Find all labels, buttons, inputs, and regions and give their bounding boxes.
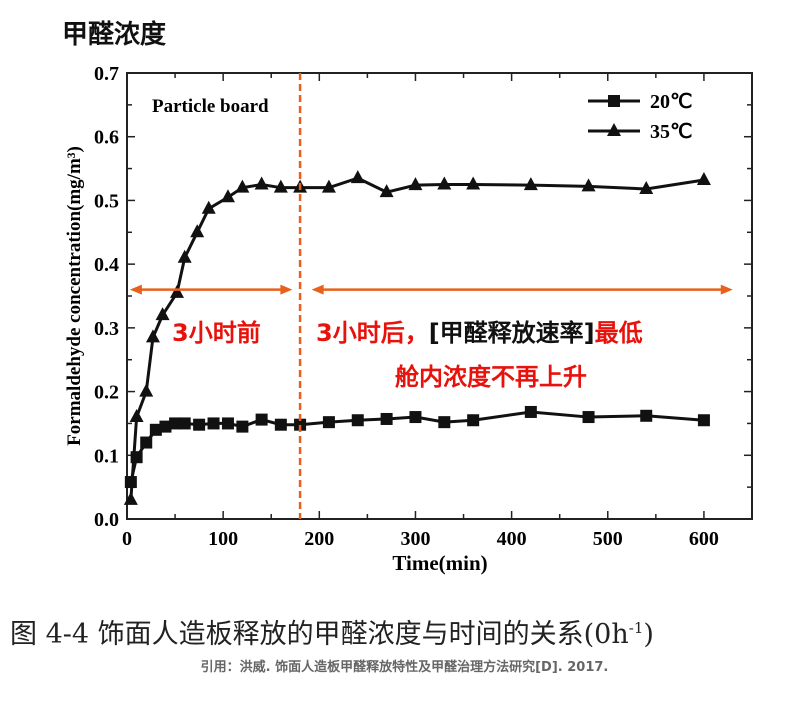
data-point-triangle — [201, 200, 216, 214]
page-title: 甲醛浓度 — [62, 20, 167, 50]
data-point-square — [351, 414, 364, 427]
y-tick-label: 0.7 — [94, 63, 119, 85]
panel-label: Particle board — [152, 96, 269, 117]
y-tick-label: 0.6 — [94, 127, 119, 149]
data-point-triangle — [254, 176, 269, 190]
x-tick-label: 600 — [689, 528, 719, 550]
x-tick-label: 100 — [208, 528, 238, 550]
data-point-triangle — [696, 172, 711, 186]
x-axis-label: Time(min) — [392, 551, 487, 575]
arrow-before-head-left — [129, 284, 142, 295]
annotation-after-part1: 3小时后， — [316, 319, 429, 347]
data-point-triangle — [523, 177, 538, 191]
annotation-after-part3: 最低 — [595, 319, 643, 347]
data-point-square — [322, 416, 335, 429]
data-point-square — [207, 417, 220, 430]
data-point-triangle — [408, 177, 423, 191]
legend-triangle-marker — [607, 123, 621, 136]
citation: 引用：洪威. 饰面人造板甲醛释放特性及甲醛治理方法研究[D]. 2017. — [200, 660, 609, 675]
data-point-square — [438, 416, 451, 429]
annotation-after: 3小时后，[甲醛释放速率]最低 — [316, 319, 643, 347]
data-point-triangle — [145, 329, 160, 343]
data-point-square — [274, 418, 287, 431]
data-point-triangle — [155, 307, 170, 321]
chart: 0 100 200 300 400 500 600 0.0 0.1 0.2 0.3 0.4 0.5 0.6… — [64, 63, 753, 575]
data-point-triangle — [639, 180, 654, 194]
y-axis-label: Formaldehyde concentration(mg/m³) — [64, 146, 85, 446]
data-point-square — [409, 411, 422, 424]
x-tick-label: 500 — [593, 528, 623, 550]
x-tick-label: 300 — [400, 528, 430, 550]
data-point-triangle — [466, 176, 481, 190]
data-point-square — [640, 409, 653, 422]
data-point-square — [169, 417, 182, 430]
arrow-after-head-right — [720, 284, 733, 295]
arrow-after-head-left — [311, 284, 324, 295]
legend-label-35c: 35℃ — [650, 121, 692, 143]
data-point-triangle — [350, 170, 365, 184]
annotation-after-line2: 舱内浓度不再上升 — [395, 363, 587, 391]
data-point-triangle — [581, 178, 596, 192]
y-tick-label: 0.3 — [94, 318, 119, 340]
data-point-square — [221, 417, 234, 430]
caption-text: 图 4-4 饰面人造板释放的甲醛浓度与时间的关系(0h — [10, 619, 629, 650]
data-point-triangle — [220, 189, 235, 203]
data-point-square — [178, 417, 191, 430]
y-tick-label: 0.1 — [94, 445, 119, 467]
data-point-triangle — [190, 224, 205, 238]
data-point-square — [380, 412, 393, 425]
data-point-triangle — [235, 179, 250, 193]
x-tick-label: 200 — [304, 528, 334, 550]
legend-label-20c: 20℃ — [650, 91, 692, 113]
data-point-triangle — [177, 249, 192, 263]
y-tick-label: 0.0 — [94, 509, 119, 531]
data-point-triangle — [321, 179, 336, 193]
legend-square-marker — [608, 95, 620, 107]
data-point-triangle — [273, 179, 288, 193]
data-point-triangle — [170, 284, 184, 298]
data-point-triangle — [139, 383, 154, 397]
y-tick-label: 0.4 — [94, 254, 119, 276]
y-tick-label: 0.2 — [94, 382, 119, 404]
arrow-before-head-right — [280, 284, 293, 295]
x-tick-label: 0 — [122, 528, 132, 550]
data-point-triangle — [129, 409, 144, 423]
data-point-square — [294, 418, 307, 431]
data-point-triangle — [123, 491, 138, 505]
figure-caption: 图 4-4 饰面人造板释放的甲醛浓度与时间的关系(0h-1) — [10, 612, 654, 651]
annotation-before: 3小时前 — [172, 319, 261, 347]
data-point-square — [159, 420, 172, 433]
caption-sup: -1 — [628, 619, 644, 637]
caption-end: ) — [643, 619, 654, 650]
annotation-after-part2: [甲醛释放速率] — [429, 319, 595, 347]
x-tick-label: 400 — [497, 528, 527, 550]
data-point-square — [149, 423, 162, 436]
data-point-square — [193, 418, 206, 431]
data-point-square — [467, 414, 480, 427]
legend: 20℃ 35℃ — [588, 91, 692, 143]
data-point-square — [697, 414, 710, 427]
data-point-square — [140, 436, 153, 449]
data-point-square — [255, 413, 268, 426]
data-point-square — [236, 420, 249, 433]
data-point-triangle — [379, 184, 394, 198]
data-point-triangle — [437, 176, 452, 190]
data-point-square — [582, 411, 595, 424]
y-tick-label: 0.5 — [94, 190, 119, 212]
data-point-square — [524, 405, 537, 418]
